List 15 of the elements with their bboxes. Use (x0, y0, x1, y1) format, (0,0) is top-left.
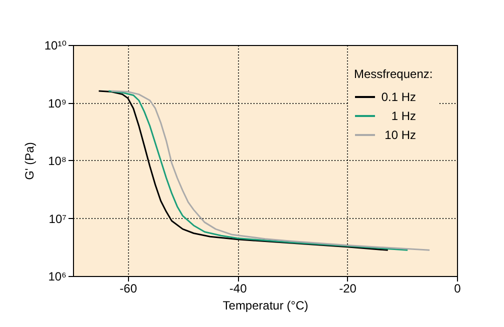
x-tick-label: -60 (120, 282, 138, 296)
y-tick-label: 10⁹ (48, 96, 66, 110)
y-tick-label: 10⁷ (48, 212, 66, 226)
legend-label: 10 Hz (384, 128, 416, 142)
y-tick-label: 10⁶ (48, 270, 67, 284)
x-tick-label: -20 (339, 282, 357, 296)
y-tick-label: 10¹⁰ (44, 38, 67, 52)
legend-title: Messfrequenz: (354, 67, 433, 81)
y-axis-title: G' (Pa) (22, 142, 36, 180)
x-tick-label: -40 (229, 282, 248, 296)
x-tick-label: 0 (454, 282, 462, 296)
y-tick-label: 10⁸ (48, 154, 66, 168)
legend-label: 0.1 Hz (381, 90, 416, 104)
x-axis-title: Temperatur (°C) (222, 298, 308, 312)
legend-label: 1 Hz (391, 109, 416, 123)
